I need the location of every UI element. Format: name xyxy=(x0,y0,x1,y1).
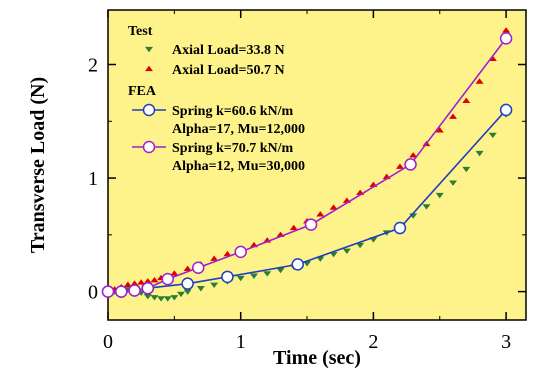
test-point-up xyxy=(449,113,458,119)
plot-area xyxy=(107,9,527,321)
x-axis-title: Time (sec) xyxy=(273,347,361,369)
fea-point xyxy=(115,285,128,298)
test-point-up xyxy=(137,279,146,285)
legend-marker-axial-33 xyxy=(145,46,153,53)
test-point-up xyxy=(395,163,404,169)
test-point-up xyxy=(289,224,298,231)
legend-triangle-up xyxy=(145,65,153,72)
legend-test-header: Test xyxy=(128,24,153,39)
test-point-down xyxy=(170,295,179,301)
test-point-down xyxy=(210,282,219,289)
test-point-up xyxy=(435,127,444,133)
fea-point xyxy=(499,103,513,117)
legend-label-spring-60: Spring k=60.6 kN/m xyxy=(172,104,294,119)
x-tick-label: 2 xyxy=(368,331,378,353)
test-point-down xyxy=(462,166,471,173)
fea-point xyxy=(291,258,305,271)
y-tick-label: 2 xyxy=(88,55,98,77)
test-point-down xyxy=(150,295,159,301)
test-point-down xyxy=(249,273,258,279)
fea-point xyxy=(234,245,247,259)
test-point-down xyxy=(475,150,484,157)
test-point-up xyxy=(462,97,471,104)
legend-circle xyxy=(142,140,156,154)
test-point-down xyxy=(356,242,365,249)
fea-point xyxy=(128,284,141,297)
x-tick-label: 0 xyxy=(103,331,113,353)
y-axis-title: Transverse Load (N) xyxy=(27,77,49,253)
fea-point xyxy=(393,221,407,235)
test-point-down xyxy=(236,275,245,282)
test-point-up xyxy=(329,204,338,210)
test-point-up xyxy=(316,211,325,217)
legend-marker-spring-60 xyxy=(132,103,166,117)
test-point-down xyxy=(263,271,272,277)
test-point-up xyxy=(130,280,139,286)
test-point-up xyxy=(409,152,418,158)
fea-point xyxy=(181,277,194,290)
legend-label-axial-50: Axial Load=50.7 N xyxy=(172,63,285,78)
test-point-up xyxy=(123,281,132,287)
test-point-down xyxy=(435,192,444,199)
legend-circle xyxy=(142,103,156,117)
test-point-down xyxy=(163,296,172,302)
test-point-down xyxy=(488,132,497,139)
legend-marker-spring-70 xyxy=(132,140,166,154)
axis-ticks xyxy=(107,10,526,320)
test-point-up xyxy=(150,277,159,283)
test-point-down xyxy=(449,180,458,186)
test-point-up xyxy=(170,270,179,276)
fea-point xyxy=(101,285,115,298)
tick-labels: 0 1 2 3 0 1 2 xyxy=(88,55,511,353)
fea-point xyxy=(191,261,205,275)
test-point-up xyxy=(475,78,484,84)
fea-point xyxy=(161,272,174,286)
test-point-down xyxy=(342,248,351,254)
test-point-up xyxy=(223,250,232,257)
test-point-up xyxy=(183,265,192,272)
test-point-down xyxy=(183,289,192,295)
test-point-down xyxy=(196,286,205,292)
test-point-down xyxy=(157,296,166,302)
fea-line xyxy=(108,37,507,293)
test-point-up xyxy=(143,278,152,284)
fea-point xyxy=(304,218,318,231)
test-point-down xyxy=(276,267,285,274)
series-3 xyxy=(101,32,513,298)
series-layer xyxy=(101,27,513,302)
y-tick-label: 0 xyxy=(88,282,98,304)
legend-marker-axial-50 xyxy=(145,65,153,72)
test-point-down xyxy=(329,251,338,258)
legend-label-spring-60-params: Alpha=17, Mu=12,000 xyxy=(172,122,305,137)
fea-point xyxy=(141,281,155,295)
x-tick-label: 3 xyxy=(501,331,511,353)
legend-fea-header: FEA xyxy=(128,84,157,99)
y-tick-label: 1 xyxy=(88,168,98,190)
legend-label-spring-70: Spring k=70.7 kN/m xyxy=(172,141,294,156)
test-point-down xyxy=(143,293,152,300)
test-point-down xyxy=(176,291,185,298)
test-point-down xyxy=(422,204,431,210)
fea-point xyxy=(499,32,513,45)
legend: Test Axial Load=33.8 N Axial Load=50.7 N… xyxy=(128,24,305,174)
x-tick-label: 1 xyxy=(236,331,246,353)
legend-label-axial-33: Axial Load=33.8 N xyxy=(172,43,285,58)
legend-triangle-down xyxy=(145,46,153,53)
test-point-up xyxy=(502,27,511,33)
fea-point xyxy=(404,158,417,171)
legend-label-spring-70-params: Alpha=12, Mu=30,000 xyxy=(172,159,305,174)
fea-point xyxy=(221,270,234,284)
test-point-up xyxy=(210,255,219,261)
